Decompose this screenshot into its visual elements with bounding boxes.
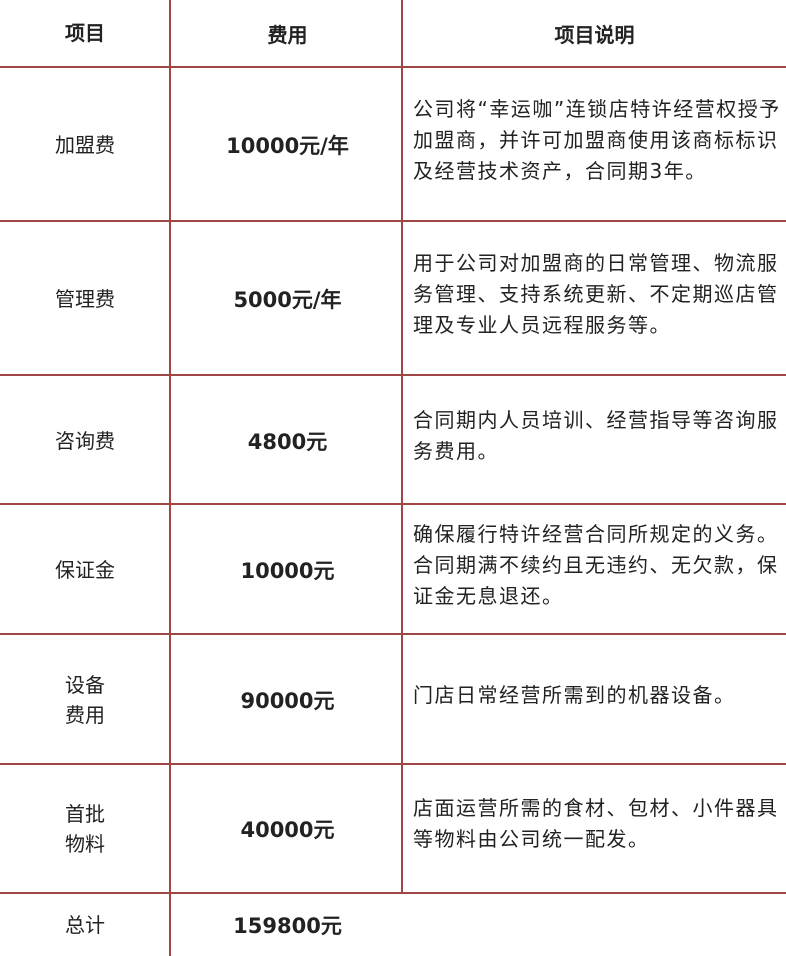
row-item-cell: 首批物料 <box>0 765 170 892</box>
divider <box>0 633 786 635</box>
row-item: 保证金 <box>55 558 115 582</box>
divider <box>0 503 786 505</box>
row-cost: 40000元 <box>240 817 335 842</box>
header-item: 项目 <box>65 21 105 45</box>
row-item-cell: 管理费 <box>0 222 170 376</box>
divider <box>0 892 786 894</box>
total-label: 总计 <box>65 913 105 937</box>
row-description: 门店日常经营所需到的机器设备。 <box>413 682 736 707</box>
row-description: 合同期内人员培训、经营指导等咨询服务费用。 <box>413 407 779 463</box>
divider <box>0 220 786 222</box>
row-item: 首批物料 <box>65 801 105 856</box>
header-cost: 费用 <box>267 22 308 47</box>
total-value: 159800元 <box>233 914 342 938</box>
divider <box>0 374 786 376</box>
row-item-cell: 保证金 <box>0 505 170 635</box>
divider <box>0 66 786 68</box>
row-item-cell: 咨询费 <box>0 376 170 505</box>
row-item: 设备费用 <box>65 673 105 727</box>
header-desc: 项目说明 <box>554 22 635 47</box>
divider <box>401 0 403 893</box>
row-cost: 4800元 <box>247 429 328 454</box>
row-description: 店面运营所需的食材、包材、小件器具等物料由公司统一配发。 <box>413 795 779 851</box>
divider <box>0 763 786 765</box>
row-item-cell: 加盟费 <box>0 68 170 222</box>
row-description: 公司将“幸运咖”连锁店特许经营权授予加盟商，并许可加盟商使用该商标标识及经营技术… <box>413 96 781 183</box>
row-item: 管理费 <box>55 287 115 311</box>
row-item: 加盟费 <box>55 133 115 157</box>
row-description: 用于公司对加盟商的日常管理、物流服务管理、支持系统更新、不定期巡店管理及专业人员… <box>413 250 779 337</box>
row-cost: 10000元/年 <box>226 134 349 158</box>
divider <box>169 0 171 956</box>
row-description: 确保履行特许经营合同所规定的义务。合同期满不续约且无违约、无欠款，保证金无息退还… <box>413 521 779 608</box>
row-item: 咨询费 <box>55 428 115 453</box>
row-cost: 10000元 <box>240 559 335 583</box>
row-cost: 5000元/年 <box>233 288 342 312</box>
row-item-cell: 设备费用 <box>0 635 170 765</box>
row-cost: 90000元 <box>240 689 335 713</box>
